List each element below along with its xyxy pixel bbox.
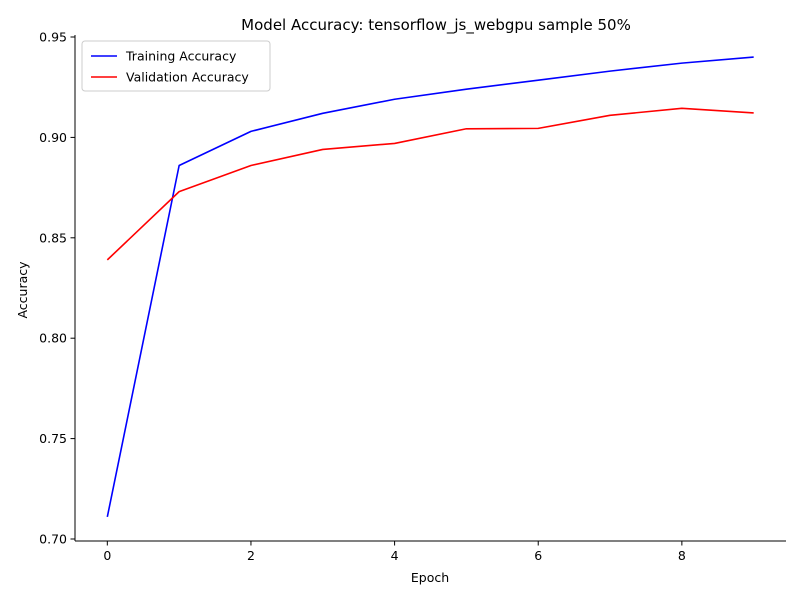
plot-area	[106, 56, 754, 518]
y-tick-label: 0.80	[39, 331, 67, 346]
x-axis-ticks: 0 2 4 6 8	[103, 541, 686, 563]
legend-label: Validation Accuracy	[126, 70, 249, 85]
x-tick-label: 4	[391, 548, 399, 563]
x-tick-label: 6	[534, 548, 542, 563]
x-tick-label: 2	[247, 548, 255, 563]
legend-label: Training Accuracy	[125, 49, 237, 64]
legend-frame	[81, 40, 271, 92]
y-tick-label: 0.85	[39, 230, 67, 245]
y-axis-ticks: 0.70 0.75 0.80 0.85 0.90 0.95	[39, 30, 75, 546]
y-tick-label: 0.95	[39, 30, 67, 45]
x-axis-label: Epoch	[411, 570, 449, 585]
chart-title: Model Accuracy: tensorflow_js_webgpu sam…	[241, 16, 631, 35]
y-tick-label: 0.75	[39, 431, 67, 446]
series-line-training-accuracy	[106, 56, 754, 518]
x-tick-label: 0	[103, 548, 111, 563]
y-tick-label: 0.90	[39, 130, 67, 145]
series-line-validation-accuracy	[106, 107, 754, 261]
y-tick-label: 0.70	[39, 531, 67, 546]
legend: Training Accuracy Validation Accuracy	[81, 40, 271, 92]
y-axis-label: Accuracy	[15, 261, 30, 319]
x-tick-label: 8	[678, 548, 686, 563]
